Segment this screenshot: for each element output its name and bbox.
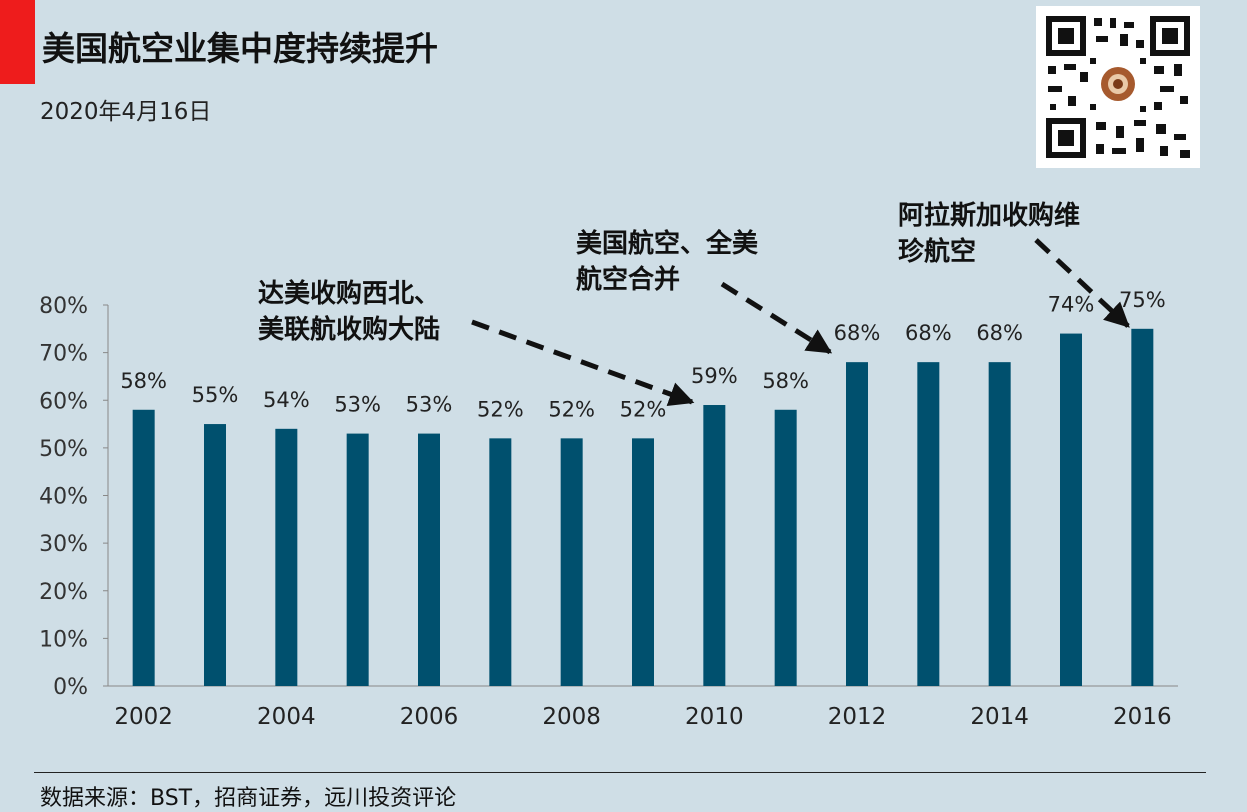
y-tick-label: 30% (39, 532, 88, 557)
x-tick-label: 2012 (828, 704, 887, 730)
bar-data-label: 59% (691, 364, 738, 388)
annotation-arrow (1034, 238, 1130, 328)
annotation-arrow (471, 319, 695, 407)
bar (489, 438, 512, 686)
bar-data-label: 74% (1048, 293, 1095, 317)
bar (846, 362, 868, 686)
bar-data-label: 68% (905, 321, 952, 345)
y-tick-label: 40% (39, 485, 88, 510)
bar-data-label: 53% (334, 393, 381, 417)
y-tick-label: 0% (53, 675, 88, 700)
annotation-text: 美联航收购大陆 (258, 314, 440, 345)
bar (132, 409, 155, 686)
annotation-text: 航空合并 (576, 264, 680, 295)
bar-data-label: 55% (192, 383, 239, 407)
y-tick-label: 10% (39, 627, 88, 652)
x-tick-label: 2002 (114, 704, 173, 730)
bar (204, 424, 226, 686)
y-tick-label: 60% (39, 389, 88, 414)
bar (346, 433, 369, 686)
bar (988, 362, 1011, 686)
annotation-text: 阿拉斯加收购维 (898, 200, 1080, 231)
bar (275, 428, 298, 686)
bar (418, 433, 440, 686)
bar (1060, 333, 1082, 686)
bar (774, 409, 797, 686)
y-tick-label: 20% (39, 580, 88, 605)
x-tick-label: 2016 (1113, 704, 1172, 730)
bar-data-label: 52% (548, 397, 595, 421)
annotation-text: 达美收购西北、 (258, 278, 440, 309)
qr-code (1036, 6, 1200, 168)
annotation-text: 珍航空 (898, 236, 976, 267)
bar-data-label: 54% (263, 388, 310, 412)
bar (703, 405, 726, 686)
data-source: 数据来源：BST，招商证券，远川投资评论 (40, 786, 457, 811)
x-tick-label: 2014 (970, 704, 1029, 730)
y-tick-label: 50% (39, 437, 88, 462)
bar-data-label: 68% (976, 321, 1023, 345)
bar-data-label: 52% (620, 397, 667, 421)
footer-divider (34, 772, 1206, 773)
x-tick-label: 2008 (542, 704, 601, 730)
bar (632, 438, 654, 686)
chart-title: 美国航空业集中度持续提升 (42, 29, 438, 68)
bar-data-label: 68% (834, 321, 881, 345)
chart-date: 2020年4月16日 (40, 99, 212, 125)
bar-data-label: 58% (762, 369, 809, 393)
bar-data-label: 53% (406, 393, 453, 417)
y-tick-label: 70% (39, 342, 88, 367)
bar (917, 362, 940, 686)
annotation-arrow (720, 281, 833, 355)
x-tick-label: 2010 (685, 704, 744, 730)
y-tick-label: 80% (39, 294, 88, 319)
annotation-text: 美国航空、全美 (576, 228, 758, 259)
bar-data-label: 75% (1119, 288, 1166, 312)
bar (1131, 328, 1154, 686)
title-accent-bar (0, 0, 35, 84)
x-tick-label: 2006 (400, 704, 459, 730)
x-tick-label: 2004 (257, 704, 316, 730)
bar-data-label: 58% (120, 369, 167, 393)
bar-data-label: 52% (477, 397, 524, 421)
bar (560, 438, 583, 686)
